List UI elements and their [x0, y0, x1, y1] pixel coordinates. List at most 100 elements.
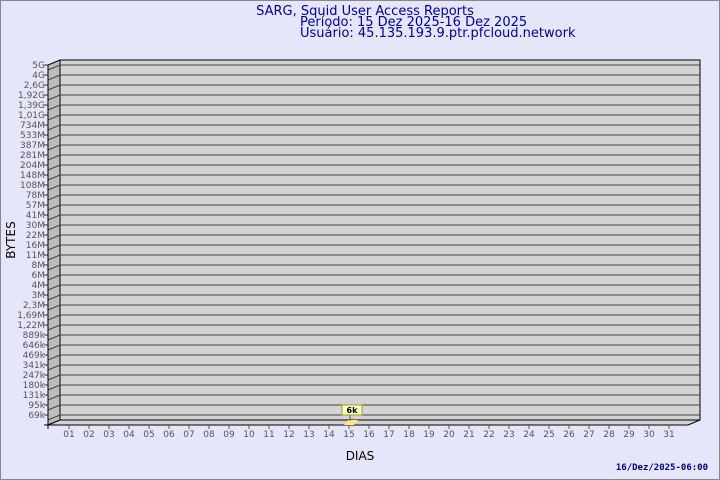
- x-tick-label: 03: [103, 430, 114, 440]
- chart-title: SARG, Squid User Access Reports: [256, 4, 474, 19]
- y-tick-label: 57M: [26, 201, 45, 211]
- grid-line-side: [47, 134, 61, 141]
- y-tick-label: 1,01G: [18, 111, 45, 121]
- grid-line-side: [47, 214, 61, 221]
- x-tick-label: 11: [263, 430, 274, 440]
- y-tick-label: 108M: [20, 181, 45, 191]
- y-tick-label: 8M: [32, 261, 46, 271]
- y-tick-label: 41M: [26, 211, 45, 221]
- x-tick-label: 04: [123, 430, 135, 440]
- footer-timestamp: 16/Dez/2025-06:00: [616, 463, 708, 473]
- chart-user: Usuário: 45.135.193.9.ptr.pfcloud.networ…: [300, 26, 576, 41]
- x-tick-label: 31: [663, 430, 674, 440]
- grid-line-side: [47, 144, 61, 151]
- y-tick-label: 11M: [26, 251, 45, 261]
- y-tick-label: 281M: [20, 151, 45, 161]
- y-tick-label: 78M: [26, 191, 45, 201]
- grid-line-side: [47, 274, 61, 281]
- plot-floor: [47, 419, 701, 426]
- grid-line-side: [47, 294, 61, 301]
- y-tick-label: 131k: [23, 391, 46, 401]
- grid-line-side: [47, 384, 61, 391]
- x-tick-label: 29: [623, 430, 635, 440]
- grid-line-side: [47, 154, 61, 161]
- y-tick-label: 387M: [20, 141, 45, 151]
- x-tick-label: 22: [483, 430, 494, 440]
- x-tick-label: 20: [443, 430, 455, 440]
- grid-line-side: [47, 314, 61, 321]
- x-tick-label: 19: [423, 430, 435, 440]
- grid-line-side: [47, 124, 61, 131]
- y-tick-label: 1,69M: [17, 311, 45, 321]
- x-tick-label: 05: [143, 430, 154, 440]
- x-tick-label: 28: [603, 430, 615, 440]
- x-tick-label: 26: [563, 430, 575, 440]
- y-tick-label: 1,92G: [18, 91, 45, 101]
- grid-line-side: [47, 404, 61, 411]
- grid-line-side: [47, 354, 61, 361]
- bar-day-15: [344, 420, 358, 425]
- y-tick-label: 95k: [28, 401, 45, 411]
- y-tick-label: 69k: [28, 411, 45, 421]
- x-tick-label: 12: [283, 430, 294, 440]
- x-tick-label: 01: [63, 430, 74, 440]
- y-tick-label: 889k: [23, 331, 46, 341]
- grid-line-side: [47, 114, 61, 121]
- y-tick-label: 469k: [23, 351, 46, 361]
- grid-line-side: [47, 344, 61, 351]
- y-axis-label: BYTES: [4, 221, 18, 258]
- grid-line-side: [47, 364, 61, 371]
- y-tick-label: 646k: [23, 341, 46, 351]
- grid-line-side: [47, 104, 61, 111]
- grid-line-side: [47, 334, 61, 341]
- plot-left-wall: [47, 59, 61, 426]
- x-tick-label: 17: [383, 430, 394, 440]
- x-tick-label: 06: [163, 430, 175, 440]
- y-tick-label: 533M: [20, 131, 45, 141]
- y-tick-label: 30M: [26, 221, 45, 231]
- y-tick-label: 180k: [23, 381, 46, 391]
- plot-area: 5G4G2,6G1,92G1,39G1,01G734M533M387M281M2…: [17, 59, 701, 440]
- y-tick-label: 204M: [20, 161, 45, 171]
- y-tick-label: 1,39G: [18, 101, 45, 111]
- grid-line-side: [47, 74, 61, 81]
- x-tick-label: 14: [323, 430, 335, 440]
- grid-line-side: [47, 244, 61, 251]
- x-tick-label: 08: [203, 430, 215, 440]
- grid-line-side: [47, 194, 61, 201]
- bar-value-label: 6k: [347, 406, 359, 415]
- grid-line-side: [47, 84, 61, 91]
- grid-line-side: [47, 284, 61, 291]
- y-tick-label: 4M: [32, 281, 46, 291]
- x-tick-label: 18: [403, 430, 415, 440]
- y-tick-label: 734M: [20, 121, 45, 131]
- x-tick-label: 16: [363, 430, 375, 440]
- x-tick-label: 23: [503, 430, 514, 440]
- grid-line-side: [47, 324, 61, 331]
- grid-line-side: [47, 234, 61, 241]
- grid-line-side: [47, 204, 61, 211]
- grid-line-side: [47, 174, 61, 181]
- x-tick-label: 07: [183, 430, 194, 440]
- y-tick-label: 16M: [26, 241, 45, 251]
- grid-line-side: [47, 414, 61, 421]
- grid-line-side: [47, 264, 61, 271]
- grid-line-side: [47, 164, 61, 171]
- chart-period: Período: 15 Dez 2025-16 Dez 2025: [300, 15, 527, 30]
- grid-line-side: [47, 304, 61, 311]
- x-tick-label: 30: [643, 430, 655, 440]
- x-axis-label: DIAS: [346, 449, 375, 463]
- grid-line-side: [47, 254, 61, 261]
- y-tick-label: 5G: [32, 61, 45, 71]
- y-tick-label: 2,6G: [24, 81, 45, 91]
- y-tick-label: 148M: [20, 171, 45, 181]
- x-tick-label: 10: [243, 430, 255, 440]
- x-tick-label: 09: [223, 430, 235, 440]
- x-tick-label: 13: [303, 430, 314, 440]
- x-tick-label: 25: [543, 430, 554, 440]
- grid-line-side: [47, 184, 61, 191]
- x-tick-label: 24: [523, 430, 535, 440]
- y-tick-label: 341k: [23, 361, 46, 371]
- y-tick-label: 6M: [32, 271, 46, 281]
